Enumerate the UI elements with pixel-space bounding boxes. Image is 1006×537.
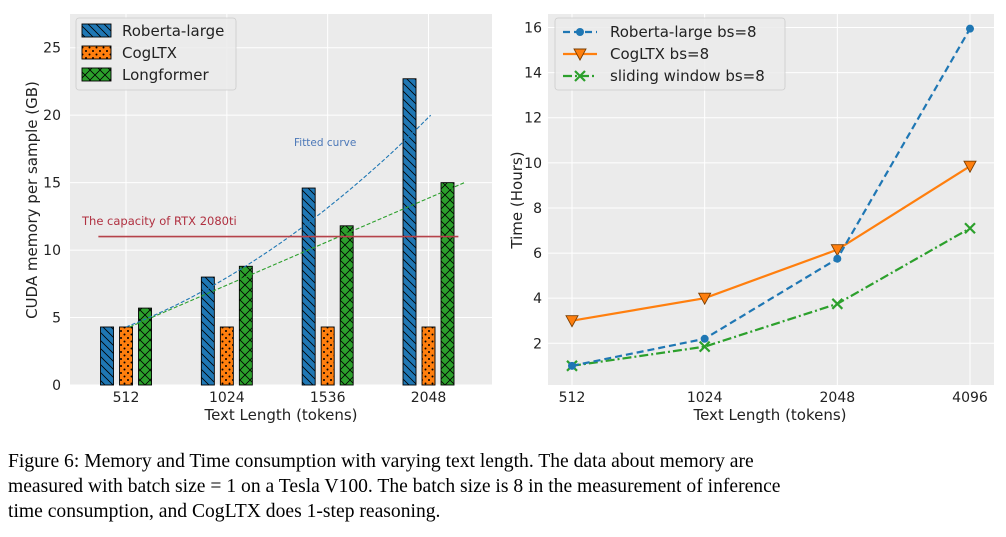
memory-y-tick: 0 (52, 378, 61, 394)
time-y-tick: 6 (533, 246, 542, 262)
memory-y-tick: 10 (43, 243, 61, 259)
time-y-tick: 4 (533, 291, 542, 307)
memory-fitted-curves (125, 114, 467, 328)
time-y-tick: 2 (533, 336, 542, 352)
time-series-lines (565, 24, 977, 372)
time-y-tick-labels: 2 4 6 8 10 12 14 16 (524, 21, 542, 353)
time-marker-triangle (573, 48, 587, 61)
fitted-curve-linear (129, 181, 467, 328)
caption-line-1: Figure 6: Memory and Time consumption wi… (8, 451, 754, 472)
time-marker-circle (833, 254, 842, 263)
memory-legend-label: Roberta-large (122, 22, 224, 40)
time-x-tick: 4096 (952, 390, 988, 406)
memory-bar-roberta-large-1024 (200, 276, 215, 386)
capacity-label: The capacity of RTX 2080ti (81, 214, 237, 228)
memory-bar-longformer-1536 (339, 225, 354, 386)
memory-bar-cogltx-1024 (219, 326, 234, 386)
time-x-axis-label: Text Length (tokens) (692, 406, 846, 424)
time-y-tick: 12 (524, 111, 542, 127)
time-series-0 (568, 24, 974, 370)
time-marker-x (698, 340, 711, 353)
memory-y-tick: 25 (43, 41, 61, 57)
memory-y-tick: 20 (43, 108, 61, 124)
time-legend-box (554, 17, 786, 91)
memory-bar-longformer-1024 (238, 265, 253, 386)
time-marker-triangle (565, 315, 579, 328)
memory-x-tick: 1024 (209, 390, 245, 406)
time-legend-label: sliding window bs=8 (610, 67, 765, 85)
memory-legend: Roberta-large CogLTX Longformer (75, 17, 237, 91)
memory-bar-longformer-512 (138, 307, 152, 386)
memory-y-tick: 15 (43, 176, 61, 192)
time-line (571, 28, 971, 367)
time-x-tick: 1024 (687, 390, 723, 406)
time-marker-circle (966, 24, 974, 33)
time-x-tick: 2048 (820, 390, 856, 406)
memory-y-axis-label: CUDA memory per sample (GB) (23, 81, 41, 319)
time-marker-triangle (830, 244, 845, 257)
time-chart: 2 4 6 8 10 12 14 16 512 1024 2048 4096 Text Length… (508, 14, 994, 424)
time-x-tick: 512 (559, 390, 586, 406)
memory-bar-hatch (220, 326, 234, 385)
memory-chart: 0 5 10 15 20 25 512 1024 1536 2048 Text Length (… (23, 14, 492, 424)
memory-legend-swatch-hatch (82, 68, 111, 81)
memory-bar-hatch (201, 277, 215, 385)
memory-legend-swatch-hatch (82, 46, 111, 59)
memory-x-axis-label: Text Length (tokens) (203, 406, 357, 424)
time-y-tick: 14 (524, 66, 542, 82)
time-legend: Roberta-large bs=8 CogLTX bs=8 sliding win… (554, 17, 786, 91)
memory-bar-hatch (340, 225, 354, 385)
memory-bar-cogltx-512 (119, 326, 133, 386)
memory-bar-roberta-large-1536 (301, 187, 316, 386)
memory-legend-box (75, 17, 237, 91)
time-marker-x (574, 70, 586, 82)
caption-line-3: time consumption, and CogLTX does 1-step… (8, 501, 441, 522)
time-marker-triangle (697, 292, 712, 306)
memory-bar-roberta-large-512 (100, 326, 114, 386)
memory-bar-hatch (422, 326, 436, 385)
memory-x-tick-labels: 512 1024 1536 2048 (113, 390, 447, 406)
time-marker-circle (700, 334, 709, 343)
memory-bar-hatch (403, 78, 417, 386)
memory-bar-hatch (100, 326, 114, 385)
memory-bar-cogltx-1536 (320, 326, 335, 386)
memory-bar-hatch (302, 188, 316, 385)
time-y-tick: 10 (524, 156, 542, 172)
time-marker-circle (568, 361, 576, 370)
time-x-tick-labels: 512 1024 2048 4096 (559, 390, 988, 406)
memory-y-tick-labels: 0 5 10 15 20 25 (43, 41, 61, 394)
caption-line-2: measured with batch size = 1 on a Tesla … (8, 476, 781, 497)
time-marker-x (831, 298, 844, 310)
time-marker-circle (576, 28, 584, 36)
time-legend-label: Roberta-large bs=8 (610, 23, 757, 41)
memory-bar-hatch (138, 308, 152, 385)
time-line (571, 165, 971, 322)
memory-x-tick: 1536 (310, 390, 346, 406)
figure-caption: Figure 6: Memory and Time consumption wi… (8, 449, 1002, 524)
time-y-tick: 16 (524, 21, 542, 37)
memory-y-tick: 5 (52, 311, 61, 327)
memory-x-tick: 512 (113, 390, 140, 406)
memory-legend-label: CogLTX (122, 44, 177, 62)
time-y-tick: 8 (533, 201, 542, 217)
memory-bar-hatch (239, 266, 253, 385)
time-legend-label: CogLTX bs=8 (610, 45, 709, 63)
memory-x-tick: 2048 (411, 390, 447, 406)
memory-bar-hatch (321, 326, 335, 385)
fitted-curve-quadratic (125, 114, 432, 328)
memory-legend-label: Longformer (122, 66, 210, 84)
time-marker-triangle (963, 160, 977, 174)
memory-legend-swatch-hatch (82, 24, 111, 37)
memory-bar-roberta-large-2048 (402, 78, 417, 386)
memory-bar-longformer-2048 (440, 182, 455, 386)
memory-bar-hatch (119, 326, 133, 385)
time-marker-x (964, 222, 976, 235)
fitted-curve-label: Fitted curve (294, 137, 356, 149)
memory-bar-cogltx-2048 (421, 326, 436, 386)
time-series-1 (565, 160, 977, 328)
memory-bar-hatch (441, 182, 455, 385)
time-y-axis-label: Time (Hours) (508, 151, 526, 249)
